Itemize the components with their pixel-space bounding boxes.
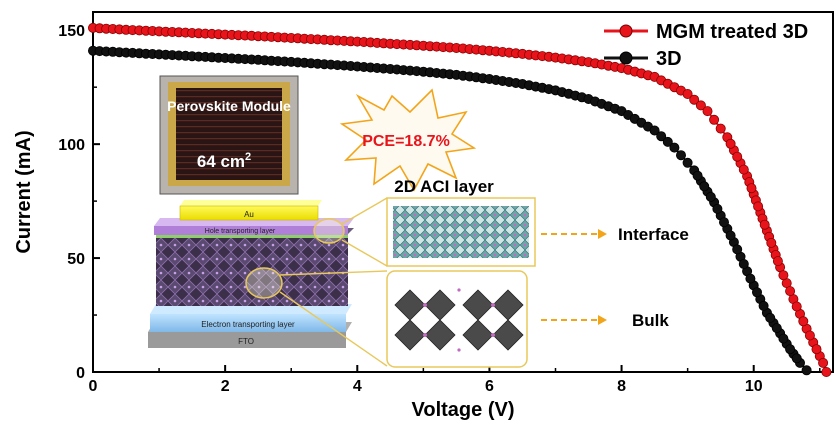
etl-label: Electron transporting layer: [201, 320, 295, 329]
y-tick-label: 100: [58, 137, 85, 154]
data-point: [778, 270, 789, 281]
interface-arrow: [541, 229, 607, 239]
x-axis-ticks: 0 2 4 6 8 10: [89, 365, 821, 395]
data-point: [695, 100, 706, 111]
data-point: [709, 114, 720, 125]
x-tick-label: 6: [485, 378, 494, 395]
perovskite-module-photo: Perovskite Module 64 cm2: [159, 75, 299, 195]
data-point: [778, 333, 789, 344]
data-point: [759, 219, 770, 230]
data-point: [662, 136, 673, 147]
interface-strip: [156, 235, 348, 238]
data-point: [732, 244, 743, 255]
legend: MGM treated 3D 3D: [604, 21, 808, 70]
bulk-arrow: [541, 315, 607, 325]
module-area: 64 cm2: [197, 151, 251, 171]
data-point: [791, 353, 802, 364]
legend-label-3d: 3D: [656, 48, 682, 70]
fto-label: FTO: [238, 337, 254, 346]
pce-starburst: PCE=18.7%: [339, 88, 477, 192]
data-point: [738, 164, 749, 175]
data-point: [702, 106, 713, 117]
data-point: [705, 191, 716, 202]
data-point: [804, 330, 815, 341]
plot-frame: [92, 11, 834, 373]
x-axis-label: Voltage (V): [412, 399, 515, 420]
x-tick-label: 8: [617, 378, 626, 395]
series-layer: [88, 22, 832, 377]
data-point: [725, 138, 736, 149]
legend-item-3d: 3D: [604, 48, 682, 70]
data-point: [699, 181, 710, 192]
data-point: [753, 201, 764, 212]
interface-inset: [386, 197, 536, 267]
data-point: [746, 183, 757, 194]
y-tick-label: 50: [67, 251, 85, 268]
legend-item-mgm: MGM treated 3D: [604, 21, 808, 43]
au-layer: [179, 205, 319, 221]
module-area-value: 64 cm: [197, 152, 245, 171]
data-point: [771, 323, 782, 334]
x-tick-label: 4: [353, 378, 362, 395]
data-point: [785, 344, 796, 355]
device-stack-diagram: FTO Electron transporting layer Hole tra…: [148, 197, 388, 367]
data-point: [656, 131, 667, 142]
data-point: [818, 357, 829, 368]
interface-magnifier: [313, 218, 345, 244]
bulk-inset: [386, 270, 528, 368]
htl-layer: [154, 226, 348, 235]
interface-label: Interface: [618, 225, 689, 244]
layer-title: 2D ACI layer: [394, 177, 494, 196]
data-point: [689, 94, 700, 105]
bulk-magnifier: [245, 267, 283, 299]
bulk-label: Bulk: [632, 311, 669, 330]
y-axis-label: Current (mA): [13, 130, 35, 253]
au-label: Au: [244, 210, 254, 219]
data-point: [745, 273, 756, 284]
y-tick-label: 150: [58, 23, 85, 40]
data-point: [798, 316, 809, 327]
starburst-shape: [339, 88, 477, 192]
data-point: [801, 365, 812, 376]
data-point: [649, 125, 660, 136]
data-point: [692, 170, 703, 181]
data-point: [765, 312, 776, 323]
au-top: [180, 200, 322, 206]
module-title-line: Perovskite Module: [167, 98, 291, 114]
pce-label: PCE=18.7%: [362, 133, 450, 150]
series-mgm-treated-3d: [88, 22, 832, 377]
data-point: [682, 157, 693, 168]
data-point: [758, 300, 769, 311]
data-point: [791, 301, 802, 312]
legend-label-mgm: MGM treated 3D: [656, 21, 808, 43]
x-tick-label: 2: [221, 378, 230, 395]
data-point: [669, 142, 680, 153]
etl-layer: [150, 314, 346, 332]
data-point: [725, 230, 736, 241]
htl-label: Hole transporting layer: [205, 228, 276, 235]
data-point: [785, 286, 796, 297]
data-point: [676, 150, 687, 161]
data-point: [811, 344, 822, 355]
data-point: [766, 237, 777, 248]
data-point: [772, 256, 783, 267]
data-point: [719, 217, 730, 228]
data-point: [732, 151, 743, 162]
module-title: Perovskite Module: [167, 98, 291, 114]
data-point: [738, 258, 749, 269]
y-tick-label: 0: [76, 365, 85, 382]
data-point: [715, 123, 726, 134]
perovskite-bulk: [156, 234, 348, 306]
data-point: [821, 366, 832, 377]
data-point: [712, 203, 723, 214]
data-point: [752, 287, 763, 298]
y-axis-ticks: 0 50 100 150: [58, 23, 100, 382]
module-area-sup: 2: [245, 151, 251, 163]
data-point: [682, 89, 693, 100]
x-tick-label: 0: [89, 378, 98, 395]
series-3d: [88, 45, 812, 376]
x-tick-label: 10: [745, 378, 763, 395]
